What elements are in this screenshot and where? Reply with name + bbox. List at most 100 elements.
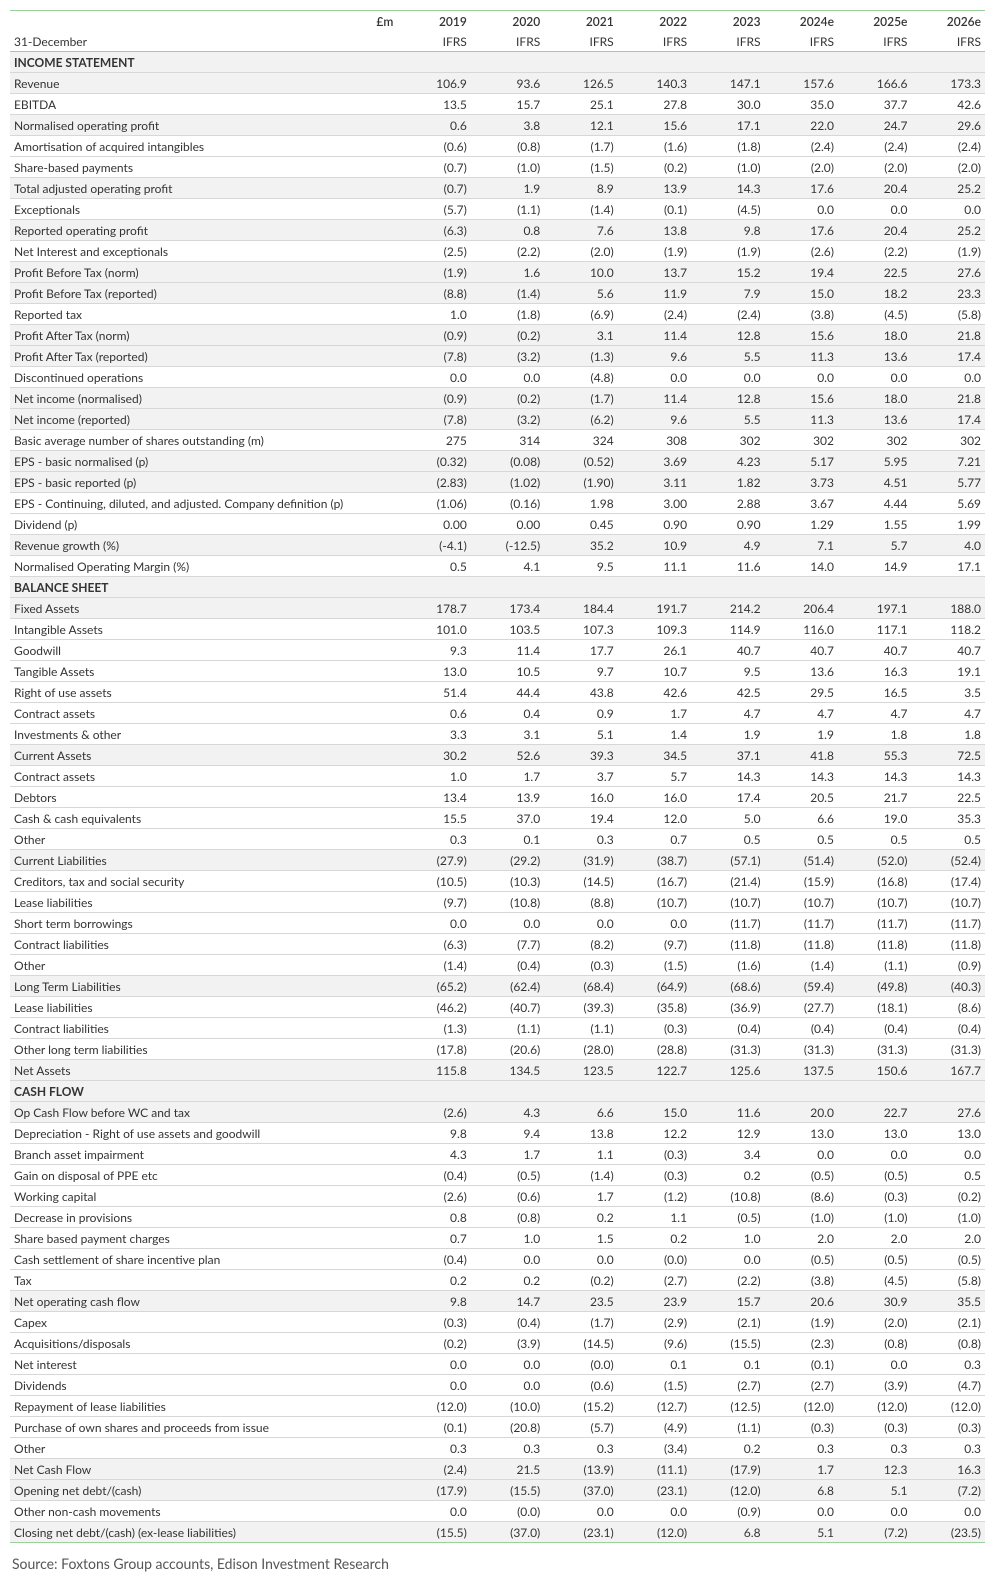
data-cell: 1.1 [544,1144,617,1165]
data-cell: 12.3 [838,1459,911,1480]
row-unit-cell [352,493,397,514]
row-unit-cell [352,367,397,388]
year-header: 2022 [618,11,691,32]
data-cell: (5.7) [397,199,470,220]
data-cell: (5.8) [911,304,985,325]
data-cell: 302 [911,430,985,451]
data-cell: (10.8) [471,892,544,913]
data-cell: 14.3 [691,178,764,199]
data-cell: 1.0 [471,1228,544,1249]
table-row: Amortisation of acquired intangibles(0.6… [10,136,985,157]
row-label: Revenue growth (%) [10,535,352,556]
data-cell: (0.8) [911,1333,985,1354]
data-cell: 39.3 [544,745,617,766]
data-cell: (4.7) [911,1375,985,1396]
row-unit-cell [352,199,397,220]
data-cell: (1.5) [618,1375,691,1396]
data-cell: 18.2 [838,283,911,304]
data-cell: 0.0 [691,1249,764,1270]
data-cell: (0.4) [765,1018,838,1039]
data-cell: 1.29 [765,514,838,535]
data-cell: 0.0 [838,1501,911,1522]
table-row: EPS - basic reported (p)(2.83)(1.02)(1.9… [10,472,985,493]
data-cell: (0.5) [838,1249,911,1270]
data-cell: 0.45 [544,514,617,535]
data-cell: 4.1 [471,556,544,577]
row-label: Gain on disposal of PPE etc [10,1165,352,1186]
table-row: Intangible Assets101.0103.5107.3109.3114… [10,619,985,640]
data-cell: (0.2) [618,157,691,178]
data-cell: (0.4) [471,1312,544,1333]
data-cell: 1.98 [544,493,617,514]
data-cell: 0.90 [691,514,764,535]
row-unit-cell [352,1144,397,1165]
data-cell: 10.5 [471,661,544,682]
data-cell: (27.9) [397,850,470,871]
data-cell: (23.1) [544,1522,617,1543]
data-cell: (17.4) [911,871,985,892]
data-cell: 324 [544,430,617,451]
row-unit-cell [352,1312,397,1333]
financials-table: £m 2019 2020 2021 2022 2023 2024e 2025e … [10,10,985,1543]
data-cell: (1.8) [471,304,544,325]
data-cell: (0.9) [397,388,470,409]
data-cell: (8.8) [397,283,470,304]
data-cell: (31.9) [544,850,617,871]
data-cell: 9.7 [544,661,617,682]
data-cell: (0.4) [838,1018,911,1039]
data-cell: (15.5) [691,1333,764,1354]
data-cell: 11.6 [691,556,764,577]
data-cell: (1.6) [691,955,764,976]
data-cell: 0.5 [838,829,911,850]
data-cell: 125.6 [691,1060,764,1081]
data-cell: (2.1) [911,1312,985,1333]
row-label: Reported tax [10,304,352,325]
data-cell: (2.6) [397,1102,470,1123]
data-cell: (1.7) [544,388,617,409]
data-cell: (21.4) [691,871,764,892]
data-cell: (1.1) [544,1018,617,1039]
row-unit-cell [352,1417,397,1438]
row-label: Op Cash Flow before WC and tax [10,1102,352,1123]
row-unit-cell [352,451,397,472]
data-cell: (1.1) [471,1018,544,1039]
data-cell: 0.5 [911,1165,985,1186]
data-cell: (2.4) [838,136,911,157]
row-label: Depreciation - Right of use assets and g… [10,1123,352,1144]
table-row: EPS - basic normalised (p)(0.32)(0.08)(0… [10,451,985,472]
row-label: Share based payment charges [10,1228,352,1249]
data-cell: 17.4 [911,346,985,367]
table-row: Profit Before Tax (reported)(8.8)(1.4)5.… [10,283,985,304]
data-cell: (10.7) [618,892,691,913]
data-cell: 1.9 [471,178,544,199]
row-label: Profit After Tax (norm) [10,325,352,346]
data-cell: 117.1 [838,619,911,640]
data-cell: 191.7 [618,598,691,619]
data-cell: 35.2 [544,535,617,556]
data-cell: (0.0) [471,1501,544,1522]
table-row: Revenue growth (%)(-4.1)(-12.5)35.210.94… [10,535,985,556]
data-cell: 103.5 [471,619,544,640]
table-row: Depreciation - Right of use assets and g… [10,1123,985,1144]
data-cell: (11.8) [911,934,985,955]
data-cell: (62.4) [471,976,544,997]
data-cell: 0.8 [471,220,544,241]
data-cell: 2.0 [838,1228,911,1249]
data-cell: 11.3 [765,346,838,367]
data-cell: 123.5 [544,1060,617,1081]
row-label: Investments & other [10,724,352,745]
data-cell: 20.4 [838,178,911,199]
data-cell: 10.9 [618,535,691,556]
basis-header: IFRS [544,31,617,52]
row-unit-cell [352,703,397,724]
data-cell: 4.3 [471,1102,544,1123]
data-cell: (11.7) [765,913,838,934]
data-cell: 5.1 [765,1522,838,1543]
data-cell: (5.8) [911,1270,985,1291]
data-cell: 167.7 [911,1060,985,1081]
row-label: Acquisitions/disposals [10,1333,352,1354]
data-cell: 9.4 [471,1123,544,1144]
table-row: Profit Before Tax (norm)(1.9)1.610.013.7… [10,262,985,283]
data-cell: 0.0 [544,913,617,934]
data-cell: (1.9) [618,241,691,262]
